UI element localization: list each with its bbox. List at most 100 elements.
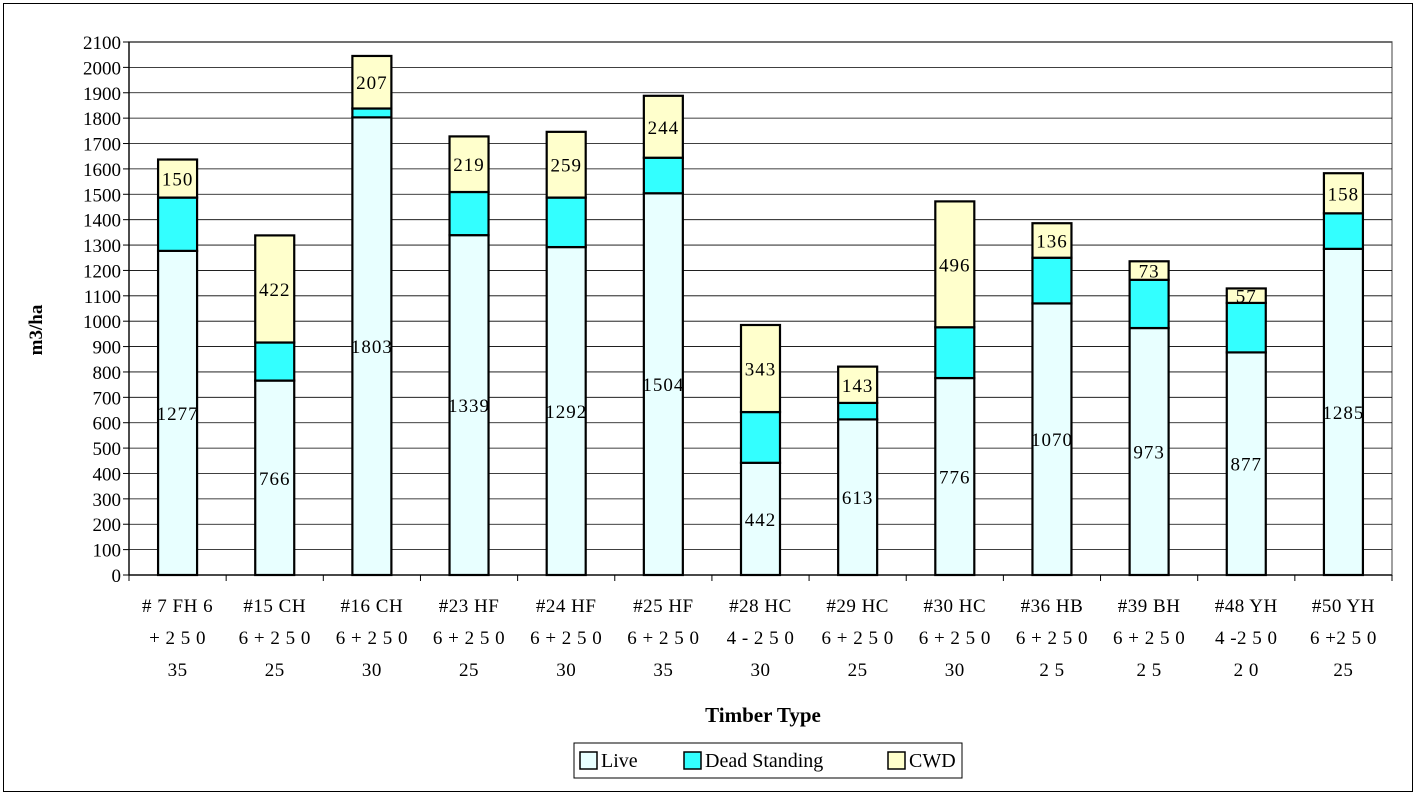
x-tick-label: #28 HC [729,596,792,617]
data-label: 57 [1236,287,1257,308]
data-label: 613 [842,488,874,509]
bar-live [642,192,684,577]
x-tick-label: #16 CH [341,596,404,617]
y-axis-title: m3/ha [26,304,47,355]
bar-cwd [837,365,879,405]
y-tick-label: 500 [93,439,122,460]
x-tick-label: 25 [848,660,868,681]
y-tick-label: 600 [93,414,122,435]
bar-cwd [642,94,684,159]
bar-live [837,418,879,577]
bar-cwd [448,135,490,194]
x-tick-label: 30 [556,660,576,681]
x-tick-label: 35 [168,660,188,681]
data-label: 343 [745,360,777,381]
x-tick-label: 6 + 2 5 0 [627,628,699,649]
bar-dead-standing [642,156,684,195]
x-tick-label: 25 [265,660,285,681]
y-tick-label: 800 [93,363,122,384]
x-tick-label: 6 + 2 5 0 [919,628,991,649]
bar-dead-standing [837,401,879,421]
legend: Live Dead Standing CWD [573,742,963,779]
x-tick-label: 30 [751,660,771,681]
y-tick-label: 700 [93,388,122,409]
x-tick-label: #30 HC [923,596,986,617]
data-label: 150 [162,170,194,191]
y-tick-label: 1400 [83,211,121,232]
bar-dead-standing [545,196,587,249]
y-tick-label: 1800 [83,109,121,130]
bar-live [254,379,296,577]
legend-label: CWD [909,750,956,772]
bar-cwd [1322,172,1365,215]
x-tick-label: 2 5 [1039,660,1064,681]
y-tick-label: 1500 [83,185,121,206]
x-tick-label: 6 + 2 5 0 [1016,628,1088,649]
y-tick-label: 300 [93,490,122,511]
x-tick-label: #29 HC [826,596,889,617]
bar-dead-standing [739,410,782,464]
x-tick-label: #50 YH [1312,596,1375,617]
bar-cwd [156,158,199,199]
y-tick-label: 2100 [83,33,121,54]
data-label: 219 [453,155,485,176]
bar-dead-standing [934,326,976,380]
bar-dead-standing [1322,212,1365,250]
x-tick-label: 25 [1333,660,1353,681]
data-label: 1504 [642,375,684,396]
x-tick-label: 6 + 2 5 0 [239,628,311,649]
bar-live [156,249,199,577]
legend-label: Dead Standing [705,750,823,772]
data-label: 158 [1328,184,1360,205]
x-tick-label: #15 CH [243,596,306,617]
bar-cwd [351,54,393,110]
legend-swatch [683,751,702,770]
bar-cwd [1128,260,1170,281]
data-label: 496 [939,255,971,276]
data-label: 442 [745,510,777,531]
x-tick-label: 4 - 2 5 0 [727,628,795,649]
data-label: 136 [1036,231,1068,252]
bar-dead-standing [254,341,296,382]
x-tick-label: 6 + 2 5 0 [1113,628,1185,649]
legend-label: Live [601,750,638,772]
x-tick-label: # 7 FH 6 [142,596,213,617]
data-label: 1285 [1322,403,1364,424]
bar-cwd [739,323,782,414]
x-tick-label: #39 BH [1118,596,1181,617]
x-tick-label: #23 HF [439,596,500,617]
y-tick-label: 200 [93,515,122,536]
data-label: 259 [550,156,582,177]
x-axis-title: Timber Type [705,703,821,727]
x-tick-label: #24 HF [536,596,597,617]
x-tick-label: 6 +2 5 0 [1310,628,1377,649]
y-tick-label: 1100 [84,287,121,308]
bar-live [545,245,587,577]
bar-dead-standing [1031,256,1073,305]
y-tick-label: 2000 [83,58,121,79]
legend-swatch [887,751,906,770]
x-tick-label: #25 HF [633,596,694,617]
data-label: 766 [259,469,291,490]
x-tick-label: 35 [653,660,673,681]
data-label: 73 [1139,262,1160,283]
bar-live [448,234,490,577]
y-tick-label: 100 [93,541,122,562]
data-label: 244 [648,118,680,139]
data-label: 973 [1133,443,1165,464]
bar-dead-standing [1225,301,1267,354]
x-tick-label: 4 -2 5 0 [1215,628,1278,649]
y-tick-label: 1900 [83,84,121,105]
bar-cwd [545,130,587,199]
data-label: 1803 [351,337,393,358]
bar-cwd [1031,222,1073,259]
x-tick-label: 30 [945,660,965,681]
x-tick-label: 25 [459,660,479,681]
x-tick-label: 2 5 [1136,660,1161,681]
bar-cwd [254,234,296,344]
data-label: 776 [939,468,971,489]
x-tick-label: #48 YH [1215,596,1278,617]
bar-cwd [934,200,976,329]
legend-swatch [579,751,598,770]
